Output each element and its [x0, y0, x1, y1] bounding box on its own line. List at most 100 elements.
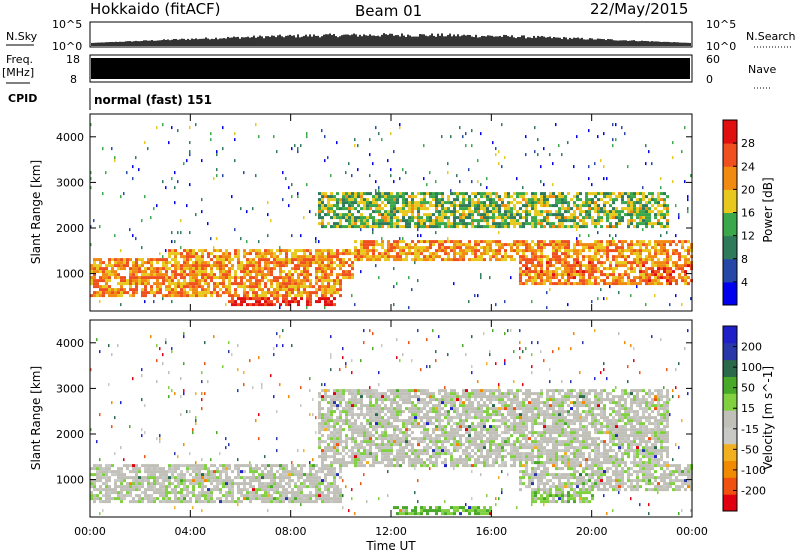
data-cell: [318, 401, 321, 405]
data-cell: [126, 261, 129, 265]
data-cell: [675, 249, 678, 253]
data-cell: [345, 446, 348, 450]
data-cell: [129, 482, 132, 486]
data-cell: [486, 210, 489, 214]
data-cell: [234, 300, 237, 304]
data-cell: [252, 470, 255, 474]
data-cell: [357, 258, 360, 262]
data-cell: [585, 279, 588, 283]
data-cell: [645, 282, 648, 286]
data-cell: [477, 204, 480, 208]
data-cell: [591, 219, 594, 223]
data-cell: [171, 488, 174, 492]
data-cell: [219, 470, 222, 474]
data-cell: [543, 210, 546, 214]
data-cell: [267, 473, 270, 477]
data-cell: [516, 177, 518, 181]
data-cell: [189, 500, 192, 504]
data-cell: [615, 282, 618, 286]
data-cell: [300, 285, 303, 289]
data-cell: [561, 240, 564, 244]
data-cell: [651, 246, 654, 250]
data-cell: [459, 219, 462, 223]
data-cell: [201, 464, 204, 468]
data-cell: [327, 428, 330, 432]
data-cell: [171, 264, 174, 268]
data-cell: [378, 198, 381, 202]
data-cell: [141, 261, 144, 265]
data-cell: [201, 255, 204, 259]
data-cell: [270, 219, 272, 223]
data-cell: [333, 222, 336, 226]
data-cell: [492, 249, 495, 253]
data-cell: [105, 279, 108, 283]
data-cell: [279, 383, 281, 387]
data-cell: [258, 288, 261, 292]
data-cell: [153, 270, 156, 274]
data-cell: [681, 303, 683, 307]
data-cell: [345, 416, 348, 420]
data-cell: [573, 264, 576, 268]
data-cell: [492, 252, 495, 256]
data-cell: [249, 258, 252, 262]
data-cell: [531, 216, 534, 220]
data-cell: [351, 389, 354, 393]
data-cell: [162, 258, 165, 262]
data-cell: [258, 270, 261, 274]
data-cell: [165, 470, 168, 474]
data-cell: [255, 264, 258, 268]
data-cell: [207, 488, 210, 492]
data-cell: [240, 276, 243, 280]
data-cell: [324, 488, 327, 492]
data-cell: [594, 240, 597, 244]
data-cell: [204, 500, 207, 504]
data-cell: [636, 252, 639, 256]
data-cell: [588, 279, 591, 283]
data-cell: [324, 440, 327, 444]
data-cell: [327, 267, 330, 271]
data-cell: [414, 243, 417, 247]
data-cell: [303, 449, 305, 453]
data-cell: [156, 488, 159, 492]
data-cell: [474, 240, 477, 244]
data-cell: [429, 240, 432, 244]
data-cell: [321, 428, 324, 432]
data-cell: [192, 479, 195, 483]
data-cell: [651, 204, 654, 208]
data-cell: [555, 213, 558, 217]
data-cell: [252, 467, 255, 471]
data-cell: [594, 276, 597, 280]
data-cell: [90, 485, 93, 489]
data-cell: [156, 491, 159, 495]
data-cell: [201, 258, 204, 262]
data-cell: [177, 267, 180, 271]
data-cell: [360, 431, 363, 435]
data-cell: [141, 479, 144, 483]
data-cell: [327, 297, 330, 301]
data-cell: [363, 249, 366, 253]
data-cell: [336, 252, 339, 256]
data-cell: [633, 213, 636, 217]
data-cell: [468, 198, 471, 202]
data-cell: [624, 270, 627, 274]
data-cell: [255, 279, 258, 283]
data-cell: [351, 174, 353, 178]
data-cell: [582, 273, 585, 277]
data-cell: [594, 279, 597, 283]
data-cell: [291, 285, 294, 289]
data-cell: [351, 276, 354, 280]
data-cell: [351, 398, 354, 402]
data-cell: [465, 132, 467, 136]
data-cell: [216, 467, 219, 471]
data-cell: [339, 395, 342, 399]
data-cell: [606, 297, 608, 301]
data-cell: [666, 204, 669, 208]
data-cell: [564, 240, 567, 244]
data-cell: [186, 273, 189, 277]
data-cell: [387, 258, 390, 262]
data-cell: [336, 255, 339, 259]
data-cell: [657, 276, 660, 280]
data-cell: [612, 210, 615, 214]
data-cell: [192, 506, 194, 510]
data-cell: [225, 303, 227, 307]
